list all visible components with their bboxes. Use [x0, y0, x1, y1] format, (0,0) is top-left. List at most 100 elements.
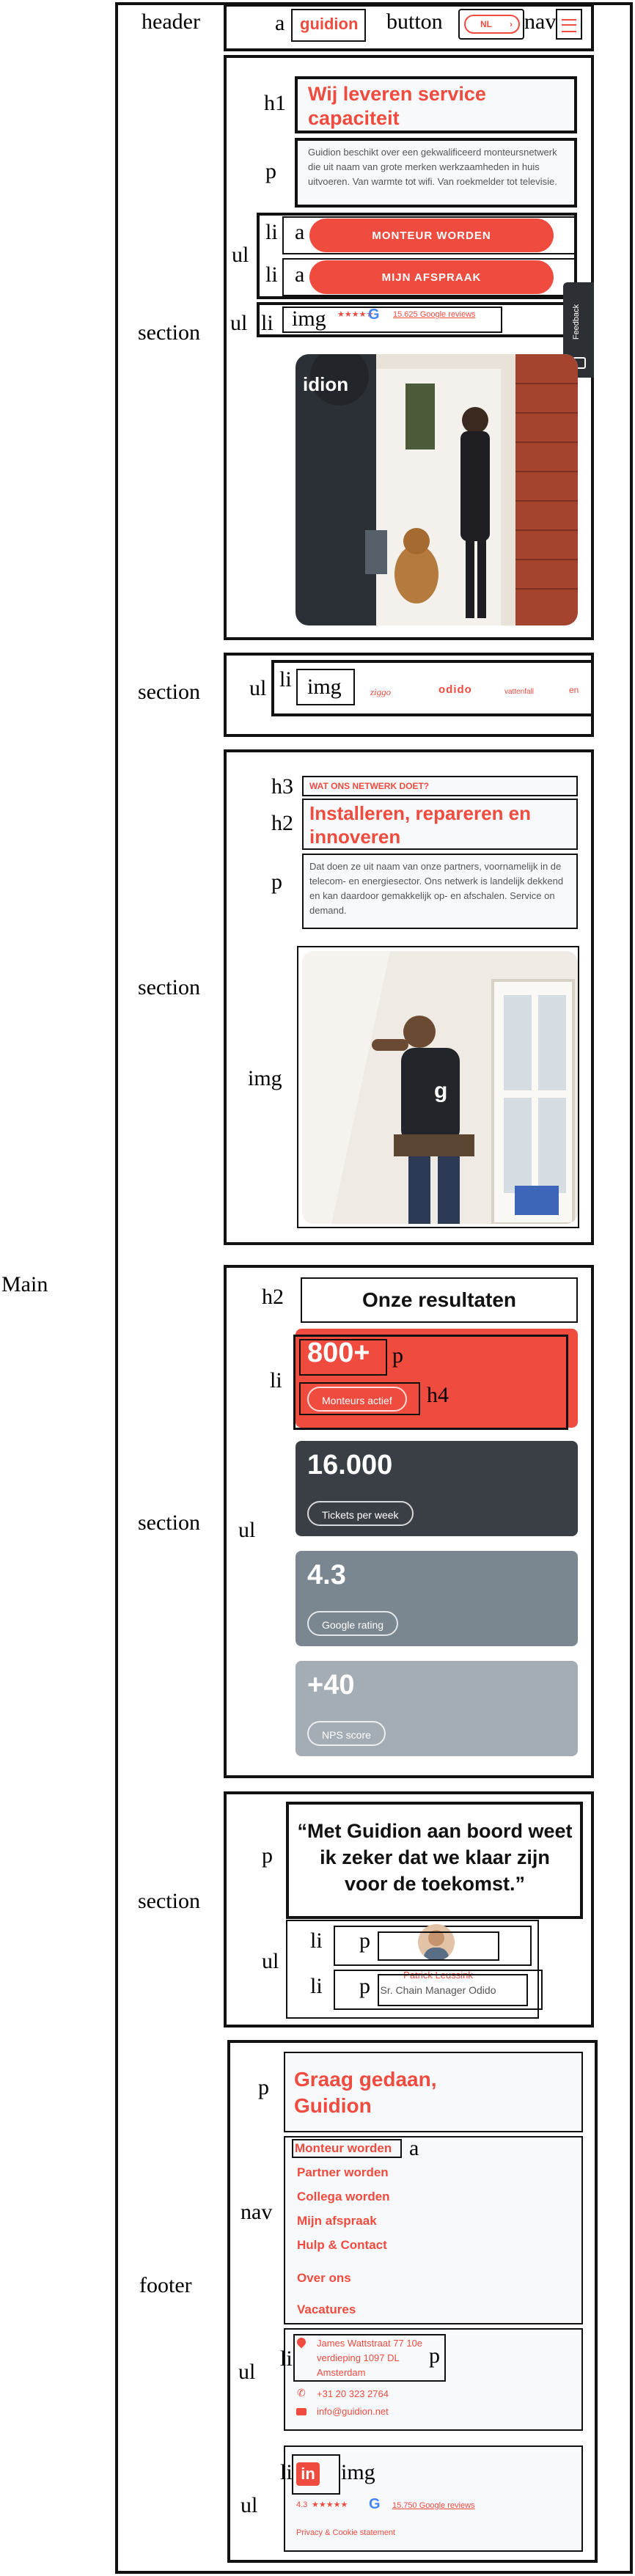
hero-text: Guidion beschikt over een gekwalificeerd…	[308, 147, 557, 187]
footer-link-hulp-contact[interactable]: Hulp & Contact	[297, 2238, 387, 2252]
results-section	[224, 1265, 594, 1778]
stat-card-tickets: 16.000 Tickets per week	[296, 1441, 578, 1536]
vattenfall-logo: vattenfall	[504, 688, 535, 696]
label-li-quote2: li	[310, 1974, 323, 1998]
rating-item	[282, 307, 502, 333]
hero-title-box: Wij leveren service capaciteit	[295, 76, 577, 133]
footer-address: James Wattstraat 77 10e verdieping 1097 …	[317, 2338, 423, 2378]
linkedin-icon[interactable]: in	[296, 2462, 320, 2486]
hamburger-icon	[562, 19, 576, 32]
footer-link-partner-worden[interactable]: Partner worden	[297, 2165, 389, 2179]
label-p-hero: p	[265, 159, 276, 183]
quote-author-list	[286, 1920, 539, 2019]
label-p-stat: p	[392, 1343, 403, 1368]
footer-link-vacatures[interactable]: Vacatures	[297, 2302, 356, 2316]
label-h2-network: h2	[271, 811, 293, 835]
network-text-box: Dat doen ze uit naam van onze partners, …	[302, 854, 578, 929]
label-li-rating: li	[261, 311, 274, 335]
label-ul-cta: ul	[232, 243, 249, 267]
language-label: NL	[480, 19, 492, 29]
footer-phone[interactable]: +31 20 323 2764	[317, 2388, 389, 2399]
hero-image: idion	[296, 354, 578, 625]
stat-item-outline	[293, 1335, 568, 1430]
label-section-results: section	[138, 1511, 200, 1535]
language-button[interactable]: NL ›	[458, 9, 524, 40]
phone-icon: ✆	[297, 2388, 306, 2399]
menu-toggle[interactable]	[556, 9, 582, 40]
label-p-network: p	[271, 870, 282, 894]
footer-link-over-ons[interactable]: Over ons	[297, 2271, 351, 2285]
label-li-quote1: li	[310, 1929, 323, 1953]
cta-item-1	[282, 216, 576, 254]
ziggo-logo: ziggo	[370, 686, 392, 697]
footer-google-icon: G	[369, 2496, 381, 2512]
network-eyebrow-box: WAT ONS NETWERK DOET?	[302, 776, 578, 796]
mijn-afspraak-button[interactable]: MIJN AFSPRAAK	[309, 260, 554, 294]
network-title-box: Installeren, repareren en innoveren	[302, 799, 578, 850]
footer-link-collega-worden[interactable]: Collega worden	[297, 2190, 390, 2203]
quote-text: “Met Guidion aan boord weet ik zeker dat…	[297, 1820, 573, 1895]
label-section-hero: section	[138, 320, 200, 345]
label-a-cta2: a	[295, 263, 305, 287]
label-ul-quote: ul	[262, 1949, 279, 1973]
svg-text:idion: idion	[303, 373, 348, 395]
network-image-box	[297, 946, 579, 1228]
label-h1: h1	[264, 91, 286, 115]
label-img-social: img	[341, 2460, 375, 2484]
label-li-cta1: li	[265, 220, 278, 244]
stat-card-google-rating: 4.3 Google rating	[296, 1551, 578, 1646]
footer	[227, 2040, 598, 2563]
stat-label-monteurs: Monteurs actief	[307, 1387, 407, 1412]
hero-title: Wij leveren service capaciteit	[308, 83, 486, 129]
label-p-footer: p	[258, 2075, 269, 2099]
results-title-box: Onze resultaten	[301, 1277, 578, 1323]
network-eyebrow: WAT ONS NETWERK DOET?	[309, 781, 430, 791]
author-role-box	[378, 1974, 528, 2006]
label-ul-results: ul	[238, 1518, 256, 1542]
monteur-worden-button[interactable]: MONTEUR WORDEN	[309, 219, 554, 252]
label-button: button	[386, 10, 443, 34]
address-item	[293, 2334, 446, 2382]
eneco-logo: en	[569, 685, 579, 695]
author-role-item	[334, 1970, 543, 2010]
footer-title: Graag gedaan, Guidion	[294, 2068, 437, 2117]
footer-link-monteur-worden[interactable]: Monteur worden	[295, 2141, 392, 2155]
footer-link-mijn-afspraak[interactable]: Mijn afspraak	[297, 2214, 377, 2228]
stat-card-monteurs: 800+ Monteurs actief	[296, 1329, 578, 1428]
odido-logo: odido	[438, 683, 472, 696]
footer-social-list	[284, 2445, 583, 2552]
label-p-quote1: p	[359, 1929, 370, 1953]
label-img-rating: img	[292, 307, 326, 331]
email-icon	[296, 2408, 307, 2415]
google-reviews-link[interactable]: 15.625 Google reviews	[393, 310, 476, 319]
label-section-partners: section	[138, 680, 200, 704]
hero-text-box: Guidion beschikt over een gekwalificeerd…	[295, 138, 577, 208]
stat-label-nps: NPS score	[307, 1721, 386, 1746]
label-section-quote: section	[138, 1889, 200, 1913]
stat-number-monteurs: 800+	[307, 1337, 370, 1368]
stat-num-outline	[299, 1339, 387, 1376]
quote-box: “Met Guidion aan boord weet ik zeker dat…	[286, 1802, 583, 1919]
footer-email[interactable]: info@guidion.net	[317, 2406, 389, 2417]
label-li-contact: li	[280, 2346, 293, 2371]
label-li-results: li	[270, 1368, 282, 1392]
logo-link[interactable]: guidion	[291, 9, 366, 42]
author-avatar	[418, 1924, 455, 1961]
label-nav: nav	[524, 10, 557, 34]
stat-chip-outline	[299, 1382, 420, 1415]
chevron-right-icon: ›	[510, 19, 513, 29]
svg-text:g: g	[434, 1079, 447, 1103]
label-h4-stat: h4	[427, 1383, 449, 1407]
privacy-link[interactable]: Privacy & Cookie statement	[296, 2528, 396, 2537]
footer-title-box: Graag gedaan, Guidion	[284, 2052, 583, 2132]
footer-reviews-link[interactable]: 15.750 Google reviews	[392, 2501, 475, 2510]
stat-number-nps: +40	[307, 1670, 355, 1700]
label-li-partners: li	[279, 667, 292, 691]
linkedin-item	[292, 2454, 340, 2495]
footer-contact-list	[284, 2328, 583, 2431]
label-p-quote: p	[262, 1843, 273, 1868]
label-p-contact: p	[429, 2344, 440, 2368]
label-p-quote2: p	[359, 1974, 370, 1998]
label-ul-contact: ul	[238, 2360, 256, 2384]
label-section-network: section	[138, 975, 200, 999]
